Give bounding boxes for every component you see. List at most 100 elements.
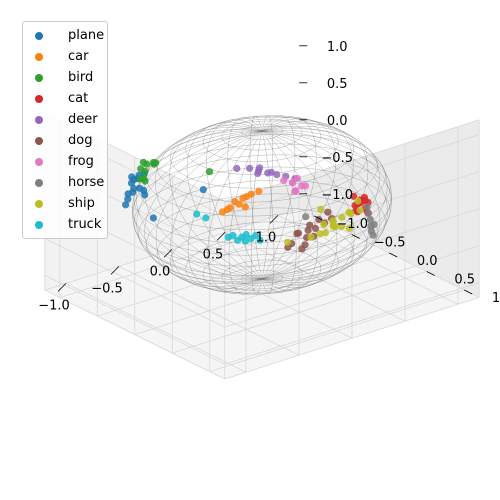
point-car: [242, 193, 251, 201]
y-tick: [314, 215, 323, 221]
x-tick-label: 1.0: [256, 230, 277, 245]
legend-marker: [35, 52, 43, 61]
point-truck: [242, 230, 250, 239]
sphere-meridian: [261, 115, 296, 280]
pane-edge: [224, 297, 480, 380]
point-truck: [256, 236, 264, 244]
point-horse: [366, 215, 374, 224]
point-plane: [149, 214, 157, 222]
x-tick-label: −1.0: [38, 298, 70, 313]
sphere-meridian: [249, 116, 263, 280]
legend-marker: [35, 178, 43, 187]
grid-line: [209, 289, 465, 372]
legend-label: horse: [68, 175, 105, 190]
point-ship: [320, 220, 328, 228]
axis-panes: [44, 112, 480, 380]
sphere-meridian: [186, 122, 263, 280]
legend-label: car: [68, 49, 89, 64]
legend-marker: [35, 73, 43, 82]
y-tick-label: −0.5: [374, 236, 406, 251]
point-truck: [234, 236, 242, 244]
legend-label: ship: [68, 196, 95, 211]
legend-marker: [35, 199, 43, 208]
sphere-meridian: [170, 130, 263, 290]
legend-item-truck: truck: [23, 214, 107, 235]
pane-edge: [44, 289, 225, 380]
wireframe-sphere: [132, 115, 392, 295]
point-truck: [193, 210, 201, 218]
data-points: [122, 158, 378, 253]
point-dog: [293, 230, 301, 238]
point-horse: [369, 231, 377, 239]
point-car: [241, 203, 249, 211]
legend-marker: [35, 157, 43, 166]
point-ship: [337, 222, 345, 230]
sphere-meridian: [206, 119, 263, 280]
legend-label: plane: [68, 28, 105, 43]
y-tick: [464, 289, 473, 295]
legend-item-cat: cat: [23, 88, 107, 109]
grid-line: [172, 271, 427, 354]
z-tick-label: 1.0: [327, 40, 348, 55]
point-deer: [233, 164, 241, 173]
point-plane: [199, 186, 207, 194]
legend-marker: [35, 220, 43, 229]
sphere-meridian: [261, 130, 392, 280]
point-cat: [361, 196, 369, 205]
point-plane: [124, 190, 132, 198]
sphere-meridian: [261, 130, 388, 280]
legend-label: frog: [68, 154, 94, 169]
point-horse: [302, 213, 310, 221]
x-tick: [216, 232, 226, 241]
point-bird: [139, 158, 147, 166]
sphere-meridian: [261, 120, 354, 280]
x-tick-label: 0.5: [203, 247, 224, 262]
z-tick-label: −0.5: [321, 151, 353, 166]
point-frog: [288, 179, 297, 187]
point-dog: [298, 245, 306, 253]
legend-item-deer: deer: [23, 109, 107, 130]
legend-label: deer: [68, 112, 98, 127]
y-tick: [351, 234, 360, 239]
sphere-meridian: [132, 130, 263, 280]
y-tick: [389, 252, 398, 258]
sphere-meridian: [207, 130, 263, 294]
sphere-meridian: [227, 117, 263, 280]
legend-item-frog: frog: [23, 151, 107, 172]
pane-edge: [224, 119, 480, 202]
point-deer: [254, 169, 262, 178]
legend-item-ship: ship: [23, 193, 107, 214]
sphere-meridian: [228, 130, 263, 295]
sphere-meridian: [136, 130, 263, 282]
point-ship: [307, 233, 315, 241]
y-tick-label: 1.0: [492, 291, 500, 306]
sphere-meridian: [261, 118, 337, 280]
point-ship: [356, 206, 364, 214]
sphere-meridian: [261, 130, 297, 293]
point-deer: [273, 171, 281, 179]
point-ship: [321, 229, 329, 237]
point-frog: [280, 176, 288, 185]
sphere-meridian: [261, 130, 275, 294]
point-truck: [202, 214, 210, 222]
point-cat: [350, 192, 358, 200]
sphere-meridian: [261, 128, 388, 280]
point-frog: [291, 187, 299, 195]
point-horse: [365, 209, 373, 217]
point-truck: [224, 233, 232, 241]
legend-item-car: car: [23, 46, 107, 67]
sphere-meridian: [169, 124, 263, 280]
y-tick: [426, 271, 435, 276]
point-deer: [246, 164, 254, 172]
point-car: [223, 205, 231, 214]
sphere-meridian: [132, 130, 263, 280]
point-truck: [241, 237, 249, 245]
grid-line: [224, 232, 406, 322]
legend-marker: [35, 136, 43, 145]
point-horse: [370, 221, 378, 229]
point-ship: [329, 222, 337, 230]
point-plane: [127, 179, 136, 187]
point-dog: [306, 221, 314, 229]
point-frog: [301, 182, 310, 190]
